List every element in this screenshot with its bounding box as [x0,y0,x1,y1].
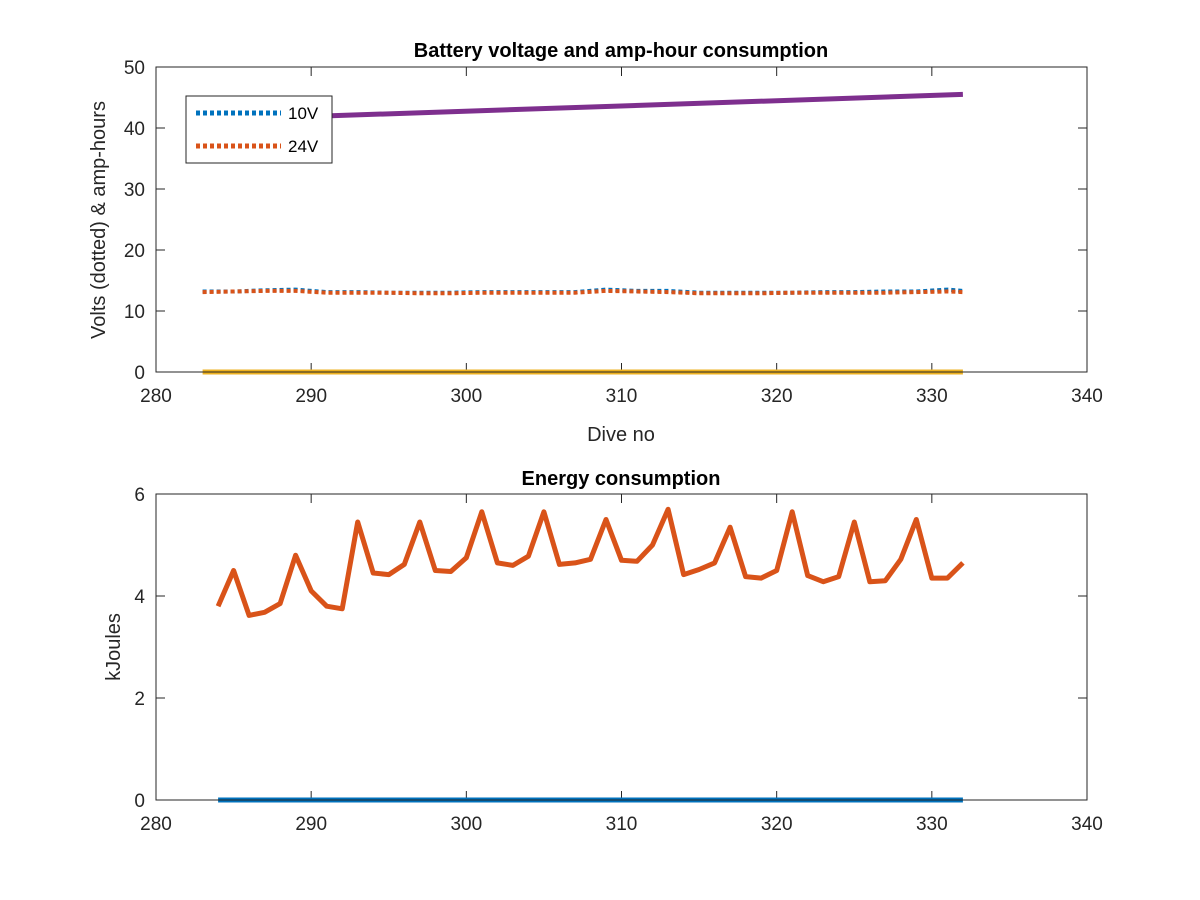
energy-chart-title: Energy consumption [522,468,721,490]
y-tick-label: 0 [134,363,145,384]
x-tick-label: 280 [140,386,172,407]
y-tick-label: 50 [124,58,145,79]
energy-axes-box [155,493,1088,801]
energy-axis-ticks: 280 290 300 310 320 330 340 0 2 4 6 [134,485,1102,835]
x-tick-label: 340 [1071,814,1103,835]
y-tick-label: 6 [134,485,145,506]
x-tick-label: 330 [916,814,948,835]
x-tick-label: 300 [450,814,482,835]
x-tick-label: 280 [140,814,172,835]
voltage-series-line-1 [202,288,963,296]
y-tick-label: 30 [124,180,145,201]
energy-chart: Energy consumption kJoules 280 290 300 310 3… [103,468,1103,835]
x-tick-label: 290 [295,386,327,407]
voltage-legend: 10V 24V [185,95,333,164]
x-tick-label: 320 [761,386,793,407]
y-tick-label: 2 [134,689,145,710]
y-tick-label: 20 [124,241,145,262]
voltage-y-axis-label: Volts (dotted) & amp-hours [88,101,110,339]
y-tick-label: 4 [134,587,145,608]
voltage-chart: Battery voltage and amp-hour consumption… [88,40,1103,446]
legend-box [185,95,333,164]
x-tick-label: 310 [606,386,638,407]
y-tick-label: 40 [124,119,145,140]
legend-label-24v: 24V [288,137,319,156]
x-tick-label: 340 [1071,386,1103,407]
x-tick-label: 320 [761,814,793,835]
voltage-x-axis-label: Dive no [587,424,655,446]
energy-y-axis-label: kJoules [103,613,125,681]
energy-series-line-1 [215,506,965,618]
voltage-axis-ticks: 280 290 300 310 320 330 340 0 10 20 30 40 50 [124,58,1103,407]
energy-plot-area [156,494,1087,800]
y-tick-label: 0 [134,791,145,812]
y-tick-label: 10 [124,302,145,323]
legend-label-10v: 10V [288,104,319,123]
x-tick-label: 310 [606,814,638,835]
voltage-chart-title: Battery voltage and amp-hour consumption [414,40,828,62]
x-tick-label: 300 [450,386,482,407]
x-tick-label: 330 [916,386,948,407]
voltage-axes-box [155,66,1088,373]
x-tick-label: 290 [295,814,327,835]
